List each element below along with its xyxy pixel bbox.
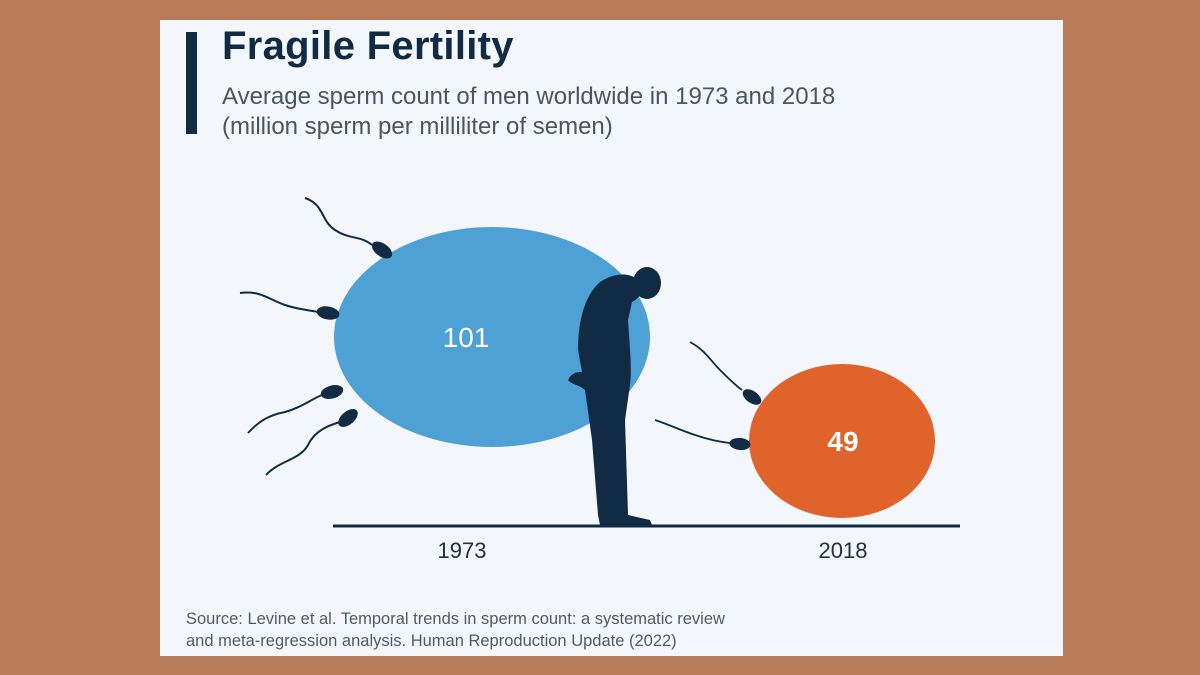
subtitle-line-1: Average sperm count of men worldwide in …: [222, 83, 836, 110]
value-2018: 49: [827, 426, 858, 457]
infographic-card: Fragile Fertility Average sperm count of…: [160, 20, 1063, 656]
x-label-2018: 2018: [819, 538, 868, 563]
source-line-1: Source: Levine et al. Temporal trends in…: [186, 610, 725, 628]
bubble-1973: [334, 227, 650, 447]
subtitle-line-2: (million sperm per milliliter of semen): [222, 113, 613, 140]
chart-subtitle: Average sperm count of men worldwide in …: [222, 82, 1042, 142]
sperm-icons-1973: [239, 197, 393, 476]
value-1973: 101: [443, 322, 490, 353]
sperm-icons-2018: [654, 341, 762, 451]
source-line-2: and meta-regression analysis. Human Repr…: [186, 632, 677, 650]
man-silhouette-icon: [568, 267, 661, 525]
x-label-1973: 1973: [438, 538, 487, 563]
title-accent-bar: [186, 32, 197, 134]
bubble-chart: 101 49 1973 2018: [239, 197, 960, 563]
bubble-2018: [749, 364, 935, 518]
source-note: Source: Levine et al. Temporal trends in…: [186, 608, 1026, 652]
chart-title: Fragile Fertility: [222, 24, 514, 68]
